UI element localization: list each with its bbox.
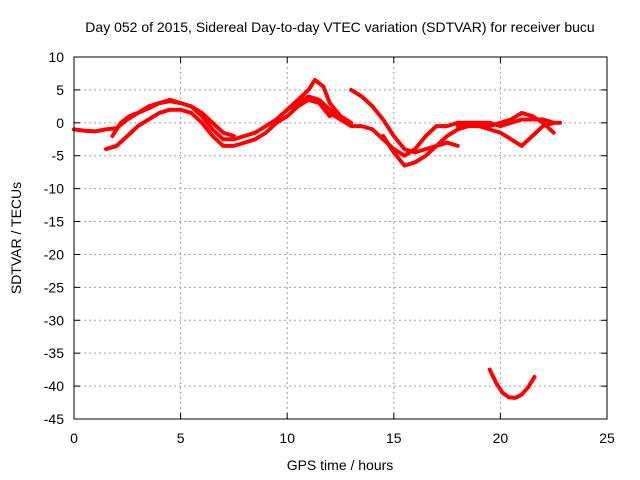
- series-track-8: [455, 120, 556, 148]
- x-tick-label: 0: [70, 430, 78, 446]
- series-track-3: [110, 97, 236, 138]
- axis-ticks: 10 5 0 -5 -10 -15 -20 -25 -30 -35 -40 -45 0 5 10 15 20 25: [44, 49, 615, 446]
- series-track-2: [104, 97, 332, 152]
- y-axis-label: SDTVAR / TECUs: [8, 182, 24, 294]
- plot-frame: [73, 56, 608, 420]
- y-tick-label: -10: [44, 181, 64, 197]
- series-track-5: [327, 110, 563, 158]
- y-tick-label: 5: [56, 82, 64, 98]
- x-tick-label: 20: [493, 430, 509, 446]
- x-axis-label: GPS time / hours: [287, 457, 394, 473]
- y-tick-label: -35: [44, 345, 64, 361]
- y-tick-label: -20: [44, 246, 64, 262]
- y-tick-label: 10: [48, 49, 64, 65]
- series-track-9: [487, 367, 537, 400]
- y-tick-label: -25: [44, 279, 64, 295]
- y-tick-label: 0: [56, 115, 64, 131]
- grid: [74, 57, 607, 419]
- y-tick-label: -5: [52, 148, 65, 164]
- y-tick-label: -45: [44, 411, 64, 427]
- x-tick-label: 25: [599, 430, 615, 446]
- y-tick-label: -30: [44, 312, 64, 328]
- chart-title: Day 052 of 2015, Sidereal Day-to-day VTE…: [85, 19, 594, 35]
- x-tick-label: 10: [279, 430, 295, 446]
- y-tick-label: -15: [44, 214, 64, 230]
- x-tick-label: 5: [177, 430, 185, 446]
- y-tick-label: -40: [44, 378, 64, 394]
- x-tick-label: 15: [386, 430, 402, 446]
- data-series: [72, 78, 563, 400]
- series-track-4: [285, 78, 343, 119]
